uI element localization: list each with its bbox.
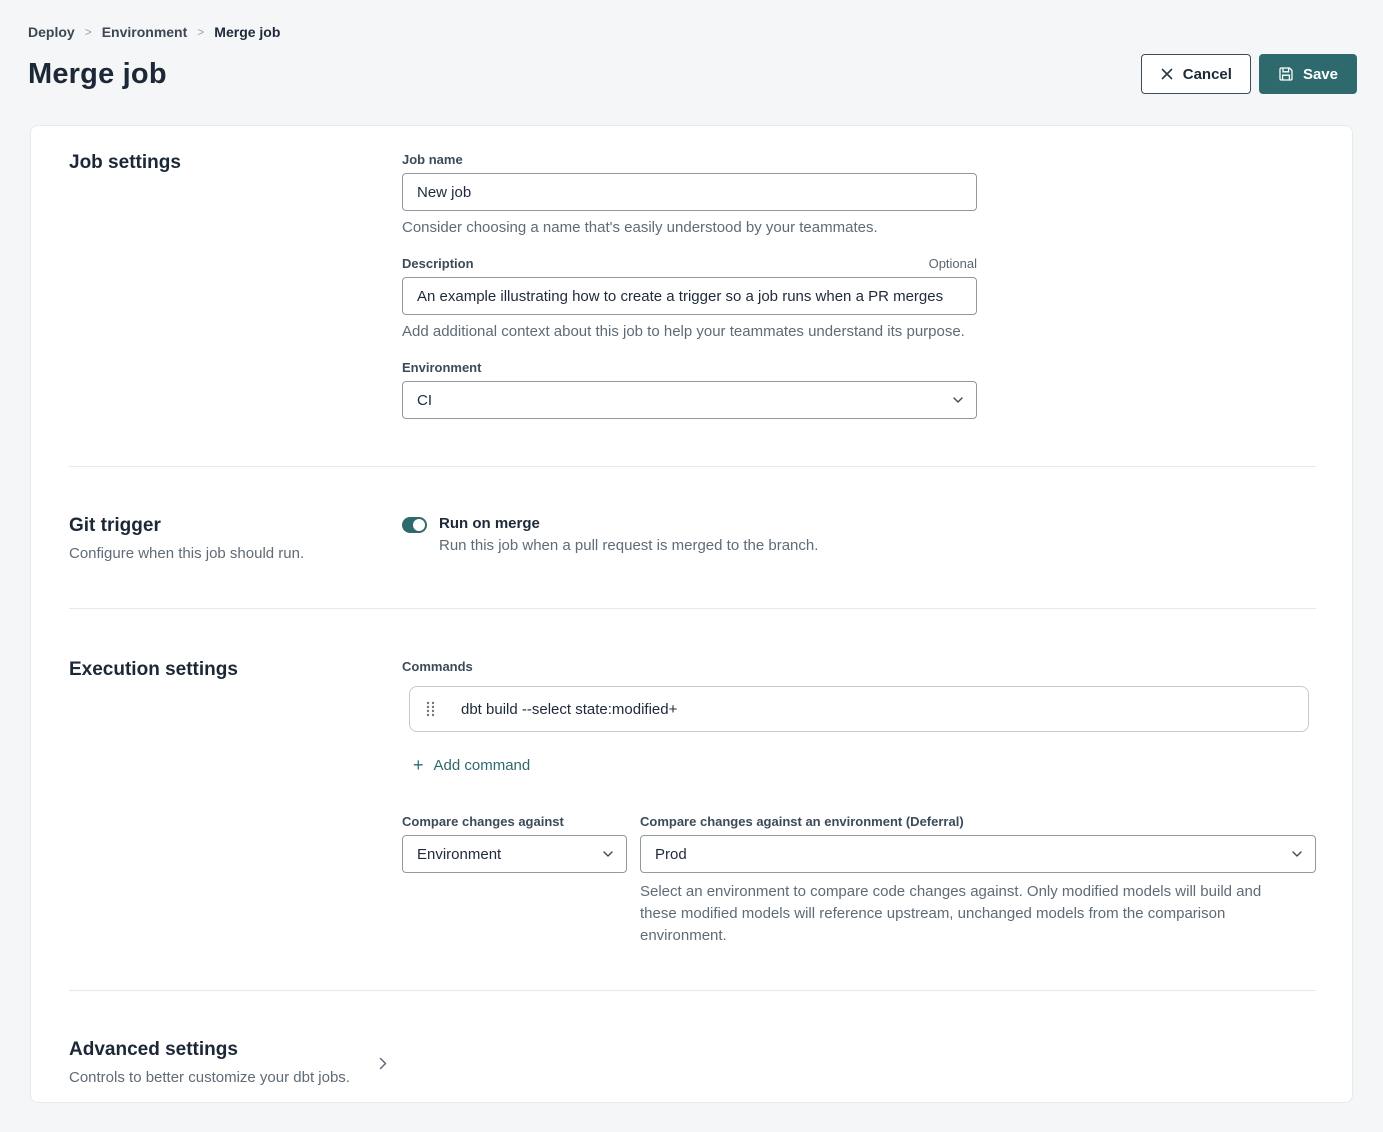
run-on-merge-description: Run this job when a pull request is merg… (439, 537, 819, 554)
job-settings-card: Job settings Job name Consider choosing … (30, 125, 1353, 1103)
chevron-down-icon (953, 397, 963, 403)
section-git-trigger-left: Git trigger Configure when this job shou… (69, 515, 402, 562)
breadcrumb-item-merge-job: Merge job (214, 24, 281, 40)
environment-select-value: CI (417, 391, 432, 409)
job-settings-heading: Job settings (69, 152, 181, 173)
compare-against-label: Compare changes against (402, 814, 564, 829)
section-divider (69, 466, 1316, 467)
section-divider (69, 990, 1316, 992)
execution-settings-heading: Execution settings (69, 659, 238, 680)
git-trigger-subheading: Configure when this job should run. (69, 545, 305, 562)
chevron-down-icon (1292, 851, 1302, 857)
title-row: Merge job Cancel Save (28, 54, 1357, 94)
commands-label: Commands (402, 659, 473, 674)
add-command-button[interactable]: + Add command (413, 756, 530, 774)
drag-handle-icon[interactable] (424, 697, 437, 721)
page-header: Deploy > Environment > Merge job Merge j… (0, 0, 1383, 94)
section-advanced-settings: Advanced settings Controls to better cus… (69, 991, 1316, 1086)
section-git-trigger: Git trigger Configure when this job shou… (69, 467, 1316, 608)
section-job-settings: Job settings Job name Consider choosing … (69, 126, 1316, 466)
section-execution-settings-left: Execution settings (69, 659, 402, 946)
compare-row: Compare changes against Environment Comp… (402, 814, 1316, 873)
description-label: Description (402, 256, 474, 271)
job-name-label: Job name (402, 152, 463, 167)
advanced-settings-subheading: Controls to better customize your dbt jo… (69, 1069, 350, 1087)
section-execution-settings-form: Commands dbt build --select state:modifi… (402, 659, 1316, 946)
section-job-settings-form: Job name Consider choosing a name that's… (402, 152, 1316, 419)
section-job-settings-left: Job settings (69, 152, 402, 419)
close-icon (1160, 67, 1174, 81)
breadcrumb-separator-icon: > (197, 25, 205, 39)
description-field-group: Description Optional Add additional cont… (402, 256, 1316, 340)
save-button-label: Save (1302, 65, 1338, 83)
header-actions: Cancel Save (1140, 54, 1357, 94)
run-on-merge-label: Run on merge (439, 515, 540, 532)
cancel-button-label: Cancel (1182, 65, 1232, 83)
chevron-right-icon[interactable] (375, 1053, 391, 1074)
run-on-merge-row: Run on merge Run this job when a pull re… (402, 515, 1316, 554)
section-advanced-settings-body (402, 1039, 1316, 1086)
chevron-down-icon (603, 851, 613, 857)
advanced-settings-heading: Advanced settings (69, 1039, 238, 1061)
breadcrumb-item-deploy[interactable]: Deploy (28, 24, 75, 40)
breadcrumb: Deploy > Environment > Merge job (28, 24, 1357, 40)
add-command-label: Add command (433, 756, 531, 774)
section-advanced-settings-left: Advanced settings Controls to better cus… (69, 1039, 402, 1086)
run-on-merge-toggle[interactable] (402, 517, 427, 533)
git-trigger-heading: Git trigger (69, 515, 161, 536)
description-help: Add additional context about this job to… (402, 323, 965, 340)
description-input[interactable] (402, 277, 977, 315)
compare-against-select-value: Environment (417, 845, 502, 863)
breadcrumb-separator-icon: > (84, 25, 92, 39)
description-optional-badge: Optional (928, 256, 977, 271)
run-on-merge-text: Run on merge Run this job when a pull re… (439, 515, 818, 554)
environment-field-group: Environment CI (402, 360, 1316, 419)
command-row[interactable]: dbt build --select state:modified+ (409, 686, 1309, 732)
save-icon (1278, 66, 1294, 82)
job-name-input[interactable] (402, 173, 977, 211)
breadcrumb-item-environment[interactable]: Environment (101, 24, 188, 40)
deferral-field-group: Compare changes against an environment (… (640, 814, 1316, 873)
page-title: Merge job (28, 57, 167, 90)
environment-select[interactable]: CI (402, 381, 977, 419)
compare-against-select[interactable]: Environment (402, 835, 627, 873)
environment-label: Environment (402, 360, 482, 375)
section-execution-settings: Execution settings Commands dbt build --… (69, 609, 1316, 990)
plus-icon: + (413, 755, 424, 775)
deferral-help: Select an environment to compare code ch… (640, 883, 1262, 944)
cancel-button[interactable]: Cancel (1140, 54, 1251, 94)
compare-against-field-group: Compare changes against Environment (402, 814, 627, 873)
save-button[interactable]: Save (1258, 54, 1357, 94)
command-text: dbt build --select state:modified+ (461, 700, 678, 718)
toggle-knob (413, 519, 425, 531)
deferral-select[interactable]: Prod (640, 835, 1316, 873)
deferral-label: Compare changes against an environment (… (640, 814, 964, 829)
section-git-trigger-form: Run on merge Run this job when a pull re… (402, 515, 1316, 562)
job-name-field-group: Job name Consider choosing a name that's… (402, 152, 1316, 236)
section-divider (69, 608, 1316, 609)
job-name-help: Consider choosing a name that's easily u… (402, 219, 878, 236)
deferral-select-value: Prod (655, 845, 687, 863)
